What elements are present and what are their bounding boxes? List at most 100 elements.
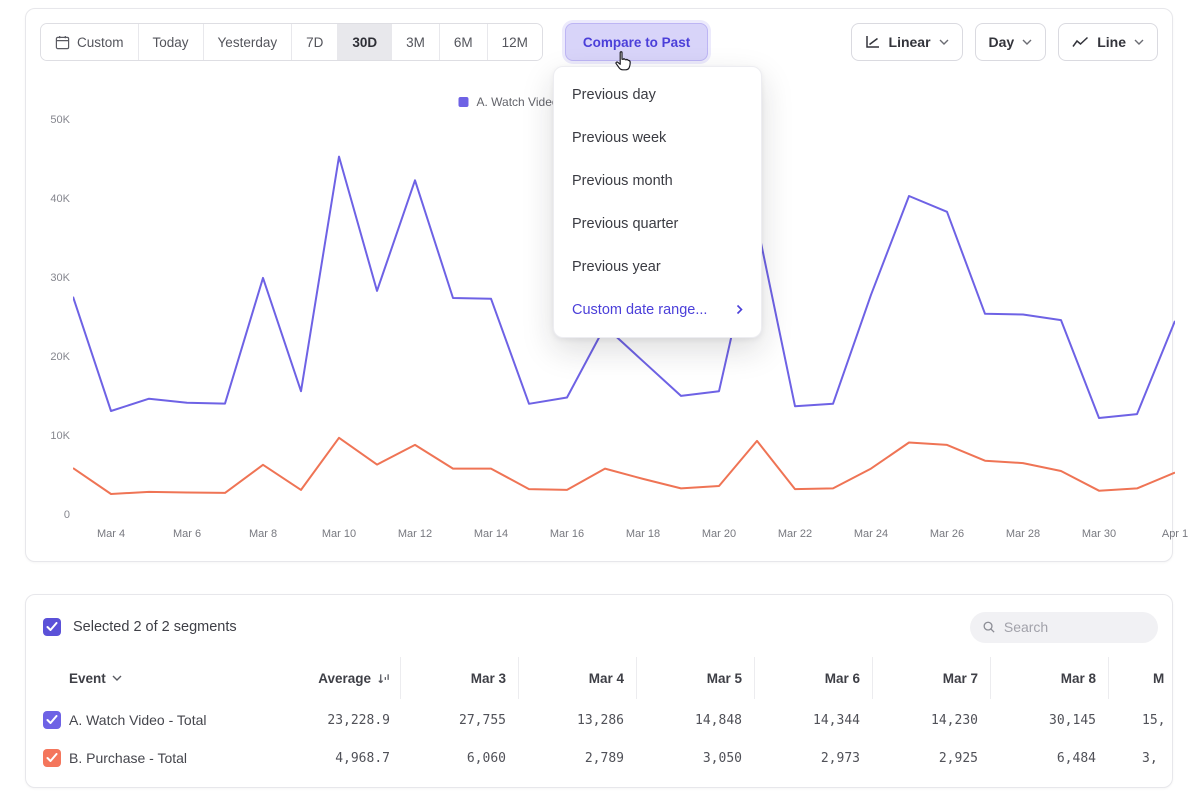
date-range-segmented-control: Custom Today Yesterday 7D 30D 3M 6M 12M [40, 23, 543, 61]
scale-dropdown-button[interactable]: Linear [850, 23, 963, 61]
menu-item-previous-day[interactable]: Previous day [572, 86, 656, 103]
range-label: 3M [406, 34, 425, 50]
range-label: Yesterday [217, 34, 278, 50]
x-axis-label: Mar 28 [1005, 528, 1041, 540]
line-chart-icon [1072, 36, 1089, 47]
column-header-mar3[interactable]: Mar 3 [400, 657, 518, 699]
column-header-event[interactable]: Event [26, 657, 294, 699]
calendar-icon [55, 35, 70, 49]
x-axis-label: Mar 10 [321, 528, 357, 540]
range-label: 6M [453, 34, 473, 50]
cell-value-clipped: 15, [1142, 712, 1166, 728]
range-label: Today [152, 34, 189, 50]
column-header-mar6[interactable]: Mar 6 [754, 657, 872, 699]
x-axis: Mar 4 Mar 6 Mar 8 Mar 10 Mar 12 Mar 14 Mar 16 M… [73, 528, 1188, 544]
x-axis-label: Mar 20 [701, 528, 737, 540]
scale-label: Linear [888, 34, 931, 50]
check-icon [46, 715, 58, 724]
cell-value: 14,344 [813, 712, 860, 728]
sort-icon [378, 673, 389, 683]
segment-name: B. Purchase - Total [69, 750, 188, 766]
table-row-purchase: B. Purchase - Total 4,968.7 6,060 2,789 … [26, 739, 1172, 777]
cell-value: 3,050 [702, 750, 742, 766]
y-axis-label: 10K [50, 430, 70, 442]
range-3m-button[interactable]: 3M [391, 24, 439, 60]
row-checkbox-purchase[interactable] [43, 749, 61, 767]
y-axis-label: 30K [50, 272, 70, 284]
chart-view-controls: Linear Day Line [850, 23, 1158, 61]
range-7d-button[interactable]: 7D [291, 24, 338, 60]
column-label: Average [318, 670, 371, 686]
column-header-mar4[interactable]: Mar 4 [518, 657, 636, 699]
legend-swatch [458, 97, 469, 107]
menu-item-previous-quarter[interactable]: Previous quarter [572, 215, 679, 232]
range-12m-button[interactable]: 12M [486, 24, 542, 60]
menu-item-previous-month[interactable]: Previous month [572, 172, 673, 189]
cell-value: 13,286 [577, 712, 624, 728]
range-30d-button[interactable]: 30D [337, 24, 392, 60]
range-label: 30D [352, 34, 378, 50]
chart-type-label: Line [1097, 34, 1126, 50]
plot-area[interactable] [73, 121, 1175, 516]
check-icon [46, 622, 58, 631]
select-all-checkbox[interactable] [43, 618, 61, 636]
column-header-mar7[interactable]: Mar 7 [872, 657, 990, 699]
column-label: Event [69, 670, 106, 686]
range-label: Custom [77, 34, 124, 50]
cell-value: 2,789 [584, 750, 624, 766]
search-input[interactable] [1003, 619, 1146, 635]
y-axis-label: 20K [50, 351, 70, 363]
chevron-down-icon [939, 39, 949, 45]
chevron-down-icon [1022, 39, 1032, 45]
chart-type-dropdown-button[interactable]: Line [1058, 23, 1158, 61]
x-axis-label: Mar 8 [248, 528, 278, 540]
interval-dropdown-button[interactable]: Day [974, 23, 1047, 61]
menu-item-previous-year[interactable]: Previous year [572, 258, 661, 275]
menu-item-previous-week[interactable]: Previous week [572, 129, 667, 146]
x-axis-label: Mar 4 [96, 528, 126, 540]
custom-date-range-label: Custom date range... [572, 301, 708, 318]
line-chart [73, 155, 1175, 495]
chevron-down-icon [1134, 39, 1144, 45]
x-axis-label: Mar 16 [549, 528, 585, 540]
cell-value: 6,060 [466, 750, 506, 766]
column-header-average[interactable]: Average [294, 657, 390, 699]
compare-to-past-button[interactable]: Compare to Past [564, 23, 709, 61]
x-axis-label: Mar 26 [929, 528, 965, 540]
cell-value-clipped: 3, [1142, 750, 1158, 766]
cell-value: 14,848 [695, 712, 742, 728]
range-label: 12M [501, 34, 528, 50]
interval-label: Day [988, 34, 1015, 50]
range-6m-button[interactable]: 6M [438, 24, 487, 60]
cell-average: 23,228.9 [327, 712, 390, 728]
search-icon [983, 621, 995, 633]
cell-value: 14,230 [931, 712, 978, 728]
column-header-mar8[interactable]: Mar 8 [990, 657, 1108, 699]
y-axis-label: 0 [63, 509, 70, 521]
x-axis-label: Mar 6 [172, 528, 202, 540]
y-axis: 50K 40K 30K 20K 10K 0 [36, 114, 70, 521]
selected-count-label: Selected 2 of 2 segments [73, 619, 237, 635]
cell-value: 2,973 [820, 750, 860, 766]
range-today-button[interactable]: Today [137, 24, 203, 60]
x-axis-label: Apr 1 [1161, 528, 1189, 540]
cell-average: 4,968.7 [335, 750, 390, 766]
menu-item-custom-date-range[interactable]: Custom date range... [554, 288, 761, 331]
cell-value: 27,755 [459, 712, 506, 728]
x-axis-label: Mar 18 [625, 528, 661, 540]
y-axis-label: 40K [50, 193, 70, 205]
line-series-1 [73, 436, 1175, 495]
x-axis-label: Mar 24 [853, 528, 889, 540]
x-axis-label: Mar 12 [397, 528, 433, 540]
segments-panel: Selected 2 of 2 segments Event Average M… [25, 594, 1173, 788]
column-header-mar9-clipped[interactable]: M [1108, 657, 1172, 699]
search-box[interactable] [970, 611, 1158, 643]
table-header: Event Average Mar 3 Mar 4 Mar 5 Mar 6 Ma… [26, 657, 1172, 699]
column-header-mar5[interactable]: Mar 5 [636, 657, 754, 699]
row-checkbox-watch-video[interactable] [43, 711, 61, 729]
range-yesterday-button[interactable]: Yesterday [202, 24, 292, 60]
range-custom-button[interactable]: Custom [41, 24, 138, 60]
check-icon [46, 753, 58, 762]
y-axis-label: 50K [50, 114, 70, 126]
